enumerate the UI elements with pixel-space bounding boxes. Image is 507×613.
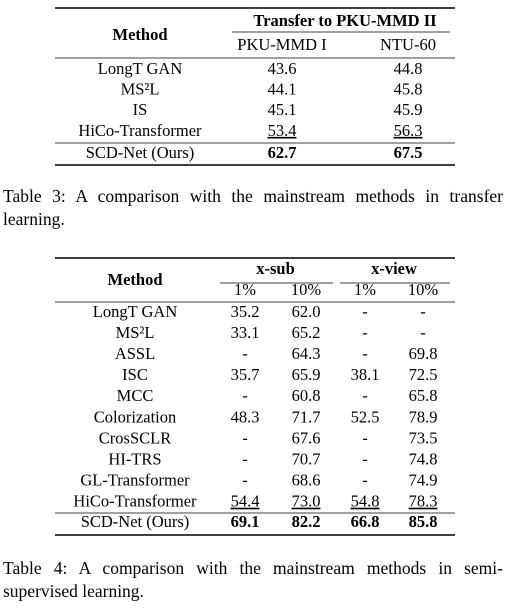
cell: 67.5 <box>394 143 423 162</box>
cell: 33.1 <box>231 323 260 342</box>
method: GL-Transformer <box>80 471 190 490</box>
cell: 73.0 <box>292 492 321 511</box>
cell: 68.6 <box>292 471 321 490</box>
cell: 45.9 <box>394 100 423 119</box>
method: MCC <box>117 386 154 405</box>
cell: 65.9 <box>292 365 321 384</box>
column-header: 1% <box>354 280 376 299</box>
cell: 53.4 <box>268 121 297 140</box>
group-header: Transfer to PKU-MMD II <box>253 11 436 30</box>
column-header: 10% <box>291 280 322 299</box>
method: SCD-Net (Ours) <box>86 143 195 162</box>
cell: 54.8 <box>351 492 380 511</box>
cell: 43.6 <box>268 59 297 78</box>
column-header: 1% <box>234 280 256 299</box>
method: ISC <box>122 365 148 384</box>
cell: 35.7 <box>231 365 260 384</box>
method: HiCo-Transformer <box>78 121 202 140</box>
method: SCD-Net (Ours) <box>81 512 190 531</box>
cell: 65.8 <box>409 386 438 405</box>
cell: 44.1 <box>268 79 297 98</box>
cell: - <box>362 344 368 363</box>
caption: Table 4: A comparison with the mainstrea… <box>3 558 503 601</box>
cell: 52.5 <box>351 407 380 426</box>
method: ASSL <box>115 344 155 363</box>
cell: 44.8 <box>394 59 423 78</box>
cell: 71.7 <box>292 407 321 426</box>
cell: 45.1 <box>268 100 297 119</box>
cell: 62.7 <box>268 143 297 162</box>
cell: - <box>420 302 426 321</box>
cell: 56.3 <box>394 121 423 140</box>
column-header: PKU-MMD I <box>237 35 326 54</box>
cell: 82.2 <box>292 512 321 531</box>
cell: 60.8 <box>292 386 321 405</box>
cell: - <box>242 386 248 405</box>
cell: 69.8 <box>409 344 438 363</box>
cell: 67.6 <box>292 428 321 447</box>
method: IS <box>133 100 148 119</box>
cell: 64.3 <box>292 344 321 363</box>
cell: - <box>242 449 248 468</box>
column-header: NTU-60 <box>380 35 436 54</box>
cell: - <box>242 471 248 490</box>
caption: Table 3: A comparison with the mainstrea… <box>3 186 503 229</box>
cell: 78.3 <box>409 492 438 511</box>
method: Colorization <box>94 407 176 426</box>
cell: - <box>362 302 368 321</box>
cell: - <box>362 471 368 490</box>
cell: 38.1 <box>351 365 380 384</box>
cell: 74.9 <box>409 471 438 490</box>
cell: 35.2 <box>231 302 260 321</box>
method: MS²L <box>121 79 160 98</box>
cell: - <box>242 428 248 447</box>
cell: 45.8 <box>394 79 423 98</box>
cell: 54.4 <box>231 492 260 511</box>
cell: 72.5 <box>409 365 438 384</box>
cell: - <box>362 386 368 405</box>
cell: 66.8 <box>351 512 380 531</box>
header: Method <box>108 270 163 289</box>
cell: - <box>362 428 368 447</box>
header: Method <box>113 25 168 44</box>
cell: - <box>242 344 248 363</box>
cell: 48.3 <box>231 407 260 426</box>
cell: 70.7 <box>292 449 321 468</box>
cell: 78.9 <box>409 407 438 426</box>
method: CrosSCLR <box>99 428 171 447</box>
cell: - <box>362 323 368 342</box>
cell: 73.5 <box>409 428 438 447</box>
group-header: x-view <box>371 259 417 278</box>
cell: 69.1 <box>231 512 260 531</box>
cell: 74.8 <box>409 449 438 468</box>
cell: - <box>420 323 426 342</box>
method: HI-TRS <box>108 449 161 468</box>
method: LongT GAN <box>93 302 178 321</box>
method: LongT GAN <box>98 59 183 78</box>
cell: 85.8 <box>409 512 438 531</box>
cell: - <box>362 449 368 468</box>
method: HiCo-Transformer <box>73 492 197 511</box>
group-header: x-sub <box>256 259 295 278</box>
cell: 62.0 <box>292 302 321 321</box>
method: MS²L <box>116 323 155 342</box>
cell: 65.2 <box>292 323 321 342</box>
column-header: 10% <box>408 280 439 299</box>
